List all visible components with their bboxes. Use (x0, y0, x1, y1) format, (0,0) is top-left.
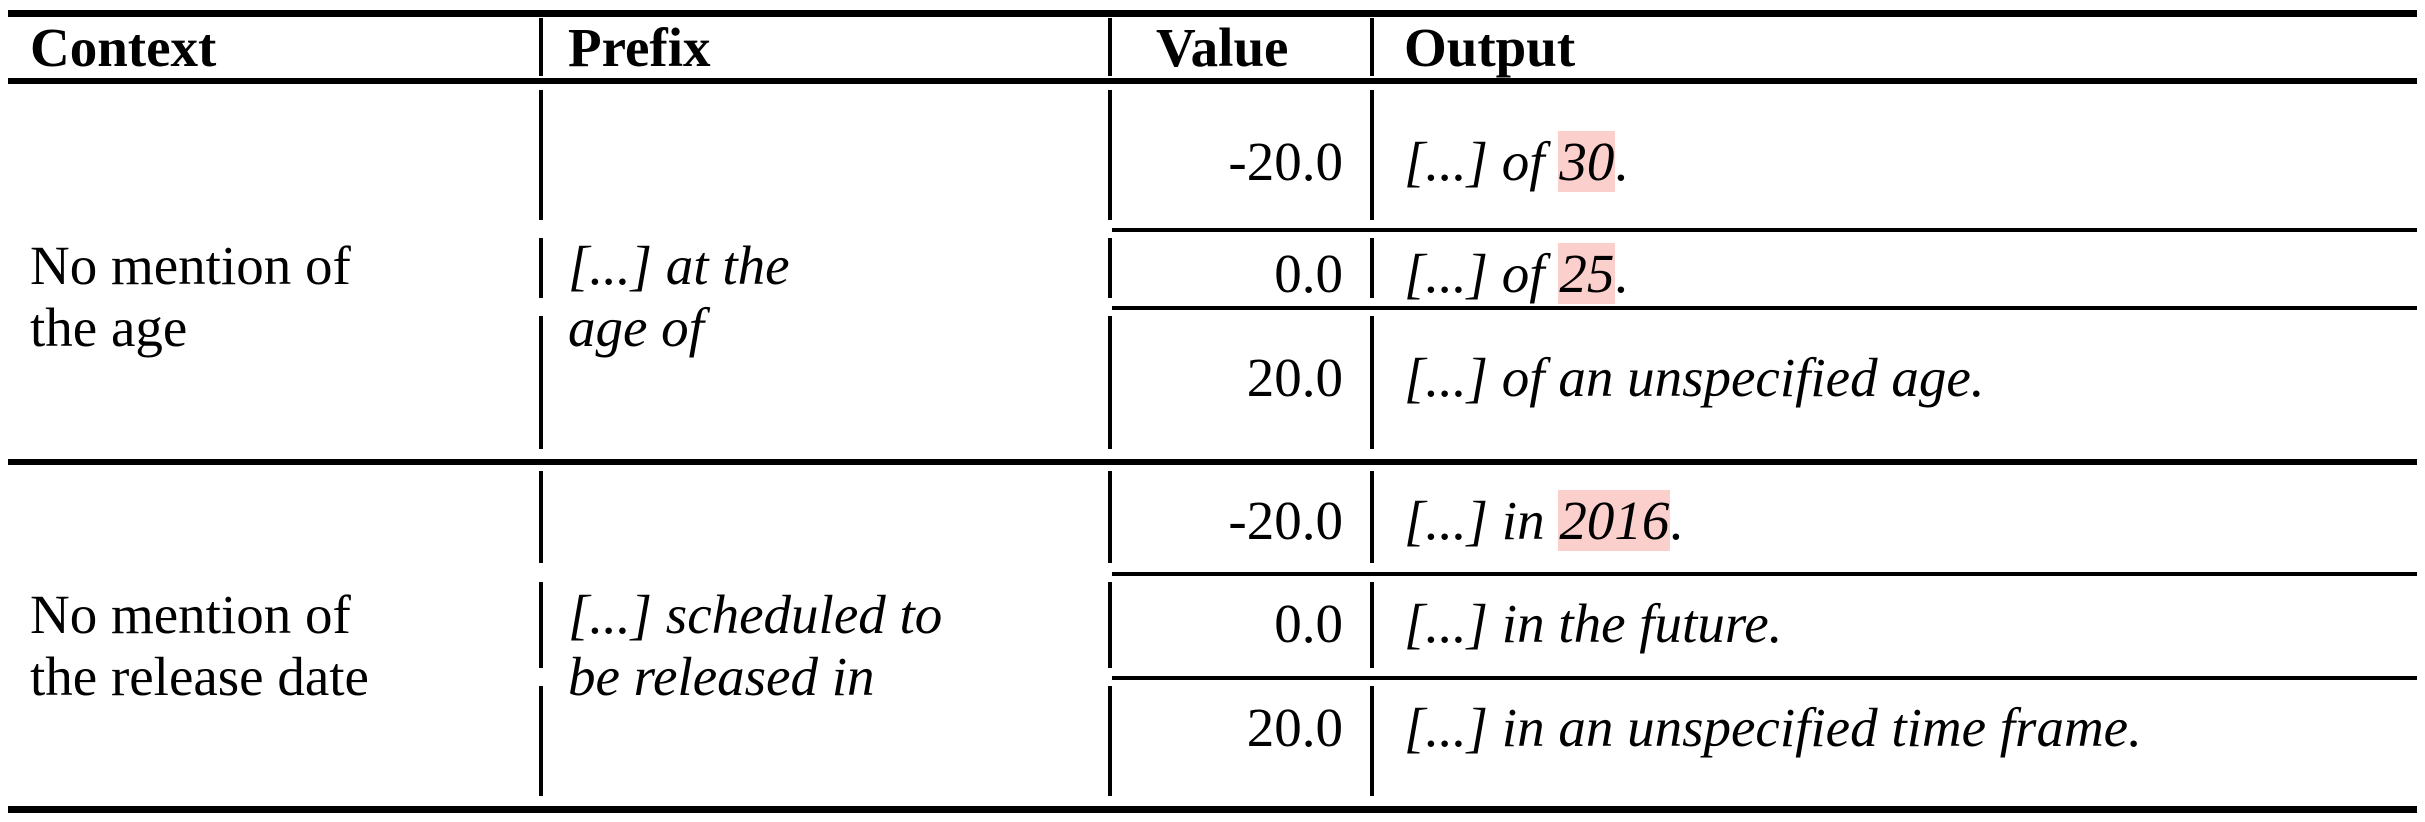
output-highlight-token (2142, 697, 2144, 758)
divider-context-prefix-g2r2 (539, 582, 543, 668)
divider-value-output-g1r3 (1370, 316, 1374, 449)
divider-value-output-g1r1 (1370, 90, 1374, 220)
table-bottomrule (8, 806, 2417, 813)
output-cell-g2-r3: [...] in an unspecified time frame. (1404, 697, 2144, 759)
value-cell-g2-r3: 20.0 (1246, 697, 1343, 758)
divider-prefix-value-g2r2 (1108, 582, 1112, 668)
output-text-after: . (1670, 490, 1685, 551)
output-text-before: [...] of (1404, 131, 1559, 192)
divider-prefix-value-g2r3 (1108, 686, 1112, 796)
prefix-cell-group-2: [...] scheduled to be released in (568, 584, 943, 707)
output-text-after: . (1615, 131, 1630, 192)
value-cell-g2-r2: 0.0 (1274, 593, 1343, 654)
divider-prefix-value-g2r1 (1108, 471, 1112, 563)
output-cell-g1-r1: [...] of 30. (1404, 131, 1629, 193)
divider-context-prefix-g1r1 (539, 90, 543, 220)
value-cell-g1-r2: 0.0 (1274, 243, 1343, 304)
table-midrule (8, 459, 2417, 465)
output-text-before: [...] of an unspecified age. (1404, 347, 1985, 408)
output-cell-g2-r1: [...] in 2016. (1404, 490, 1684, 552)
divider-context-prefix-g2r3 (539, 686, 543, 796)
divider-prefix-value-g1r3 (1108, 316, 1112, 449)
column-header-prefix: Prefix (568, 17, 711, 78)
output-text-after: . (1615, 243, 1630, 304)
context-cell-group-1: No mention of the age (30, 235, 351, 358)
divider-prefix-value-g1r1 (1108, 90, 1112, 220)
output-highlight-token (1782, 593, 1784, 654)
output-text-before: [...] in an unspecified time frame. (1404, 697, 2142, 758)
cmidrule-g2-r2 (1112, 676, 2417, 680)
output-text-before: [...] in the future. (1404, 593, 1783, 654)
column-header-output: Output (1404, 17, 1576, 78)
divider-value-output-g2r2 (1370, 582, 1374, 668)
divider-value-output-g2r3 (1370, 686, 1374, 796)
value-cell-g1-r1: -20.0 (1228, 131, 1343, 192)
output-text-before: [...] in (1404, 490, 1559, 551)
column-header-value: Value (1156, 17, 1289, 78)
table-toprule (8, 10, 2417, 17)
cmidrule-g1-r1 (1112, 228, 2417, 232)
output-cell-g1-r3: [...] of an unspecified age. (1404, 347, 1986, 409)
table-headrule (8, 78, 2417, 84)
output-cell-g1-r2: [...] of 25. (1404, 243, 1629, 305)
output-highlight-token: 30 (1558, 131, 1616, 192)
divider-context-prefix-g2r1 (539, 471, 543, 563)
cmidrule-g2-r1 (1112, 572, 2417, 576)
output-highlight-token: 25 (1558, 243, 1616, 304)
divider-prefix-value-g1r2 (1108, 238, 1112, 298)
divider-value-output-g1r2 (1370, 238, 1374, 298)
context-cell-group-2: No mention of the release date (30, 584, 369, 707)
output-highlight-token: 2016 (1558, 490, 1671, 551)
divider-context-prefix-head (539, 18, 543, 76)
output-cell-g2-r2: [...] in the future. (1404, 593, 1784, 655)
results-table: Context Prefix Value Output No mention o… (8, 0, 2417, 822)
cmidrule-g1-r2 (1112, 306, 2417, 310)
column-header-context: Context (30, 17, 217, 78)
prefix-cell-group-1: [...] at the age of (568, 235, 790, 358)
output-highlight-token (1984, 347, 1986, 408)
divider-prefix-value-head (1108, 18, 1112, 76)
divider-value-output-g2r1 (1370, 471, 1374, 563)
output-text-before: [...] of (1404, 243, 1559, 304)
divider-context-prefix-g1r3 (539, 316, 543, 449)
value-cell-g2-r1: -20.0 (1228, 490, 1343, 551)
value-cell-g1-r3: 20.0 (1246, 347, 1343, 408)
divider-context-prefix-g1r2 (539, 238, 543, 298)
divider-value-output-head (1370, 18, 1374, 76)
